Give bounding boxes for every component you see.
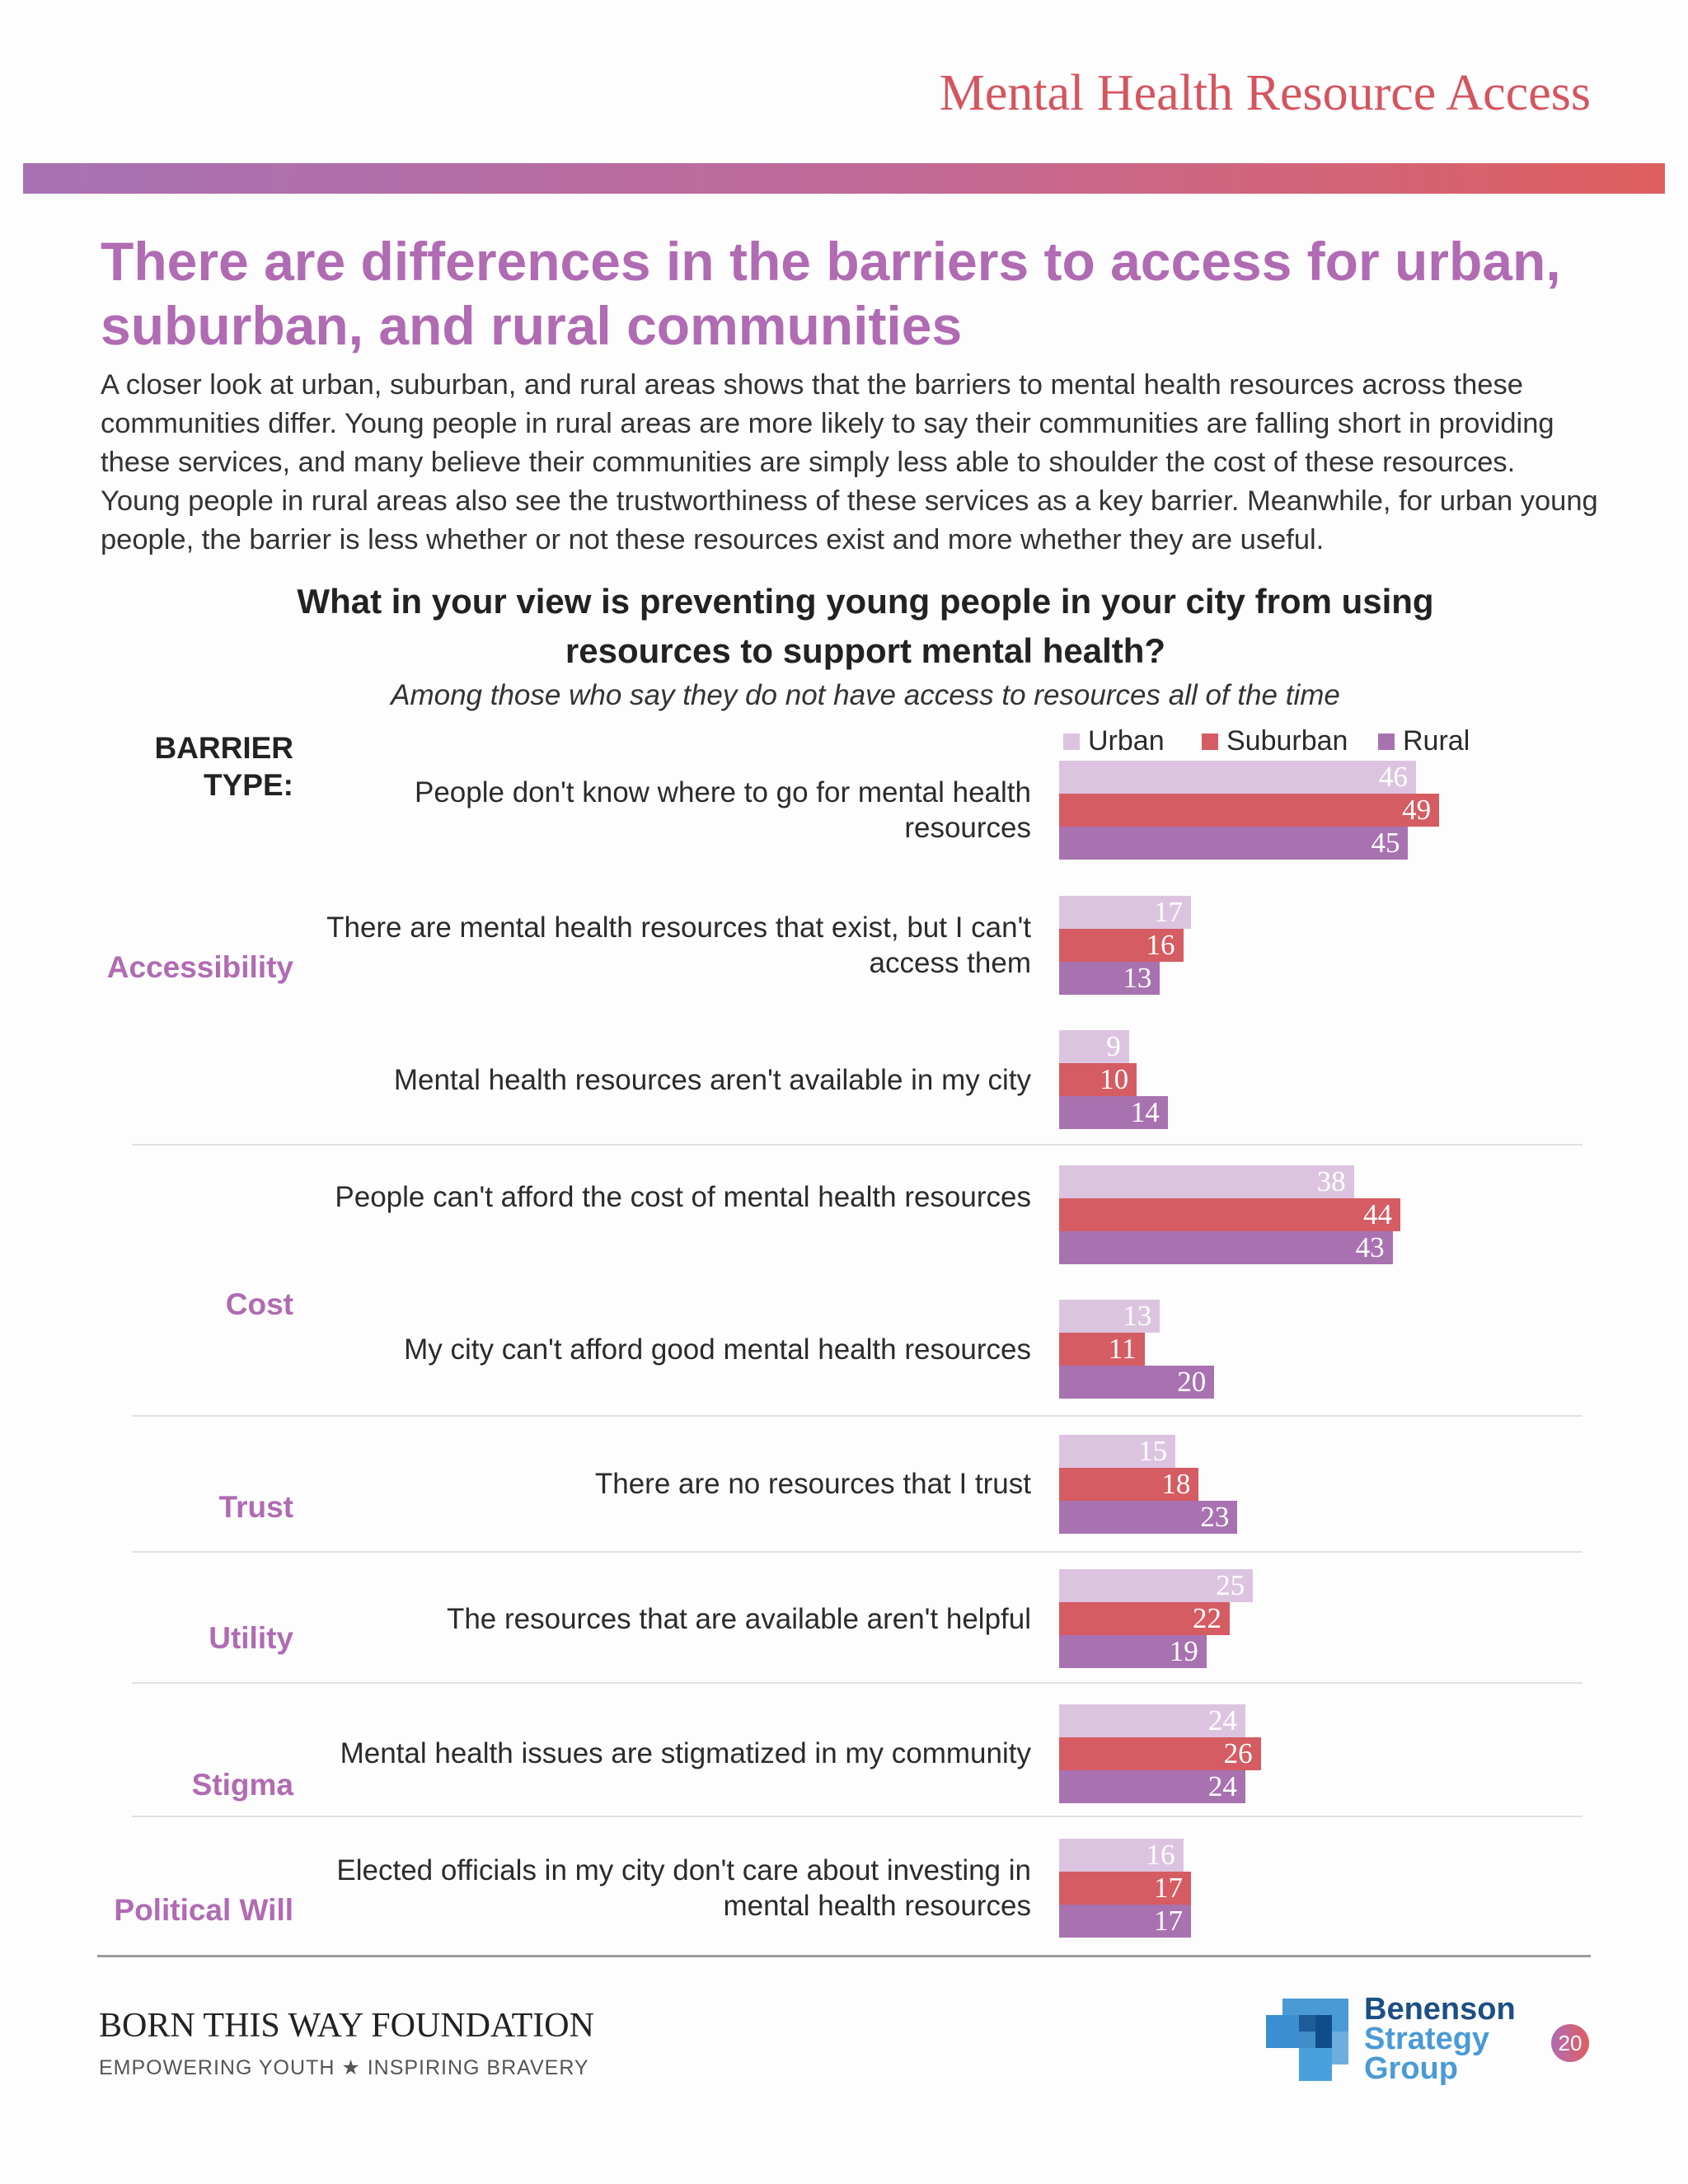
legend-swatch: [1063, 733, 1080, 750]
bar-rural: 19: [1059, 1635, 1207, 1668]
bar-urban: 9: [1059, 1030, 1129, 1063]
category-label: There are mental health resources that e…: [326, 911, 1031, 979]
group-divider: [132, 1682, 1582, 1684]
legend-item: Suburban: [1202, 725, 1348, 757]
bar-suburban: 44: [1059, 1197, 1401, 1231]
bar-urban: 24: [1059, 1704, 1245, 1737]
bar-rural: 23: [1059, 1500, 1238, 1534]
bar-rural: 24: [1059, 1769, 1245, 1803]
category-label: Mental health resources aren't available…: [393, 1063, 1031, 1096]
group-divider: [132, 1551, 1582, 1553]
legend-swatch: [1378, 733, 1395, 750]
bar-suburban: 11: [1059, 1333, 1145, 1366]
legend-label: Rural: [1403, 725, 1470, 757]
bar-urban: 17: [1059, 895, 1191, 929]
legend-item: Rural: [1378, 725, 1470, 757]
bar-urban: 25: [1059, 1569, 1254, 1602]
barrier-type-header: BARRIER TYPE:: [154, 731, 293, 802]
group-label-political-will: Political Will: [114, 1893, 293, 1927]
bar-suburban: 10: [1059, 1063, 1137, 1096]
legend-label: Urban: [1088, 725, 1165, 757]
category-label: There are no resources that I trust: [594, 1468, 1031, 1500]
bsg-logo-icon: [1266, 1999, 1348, 2081]
category-label: People don't know where to go for mental…: [415, 776, 1031, 844]
category-label: People can't afford the cost of mental h…: [335, 1180, 1031, 1213]
legend-swatch: [1202, 733, 1218, 750]
bar-rural: 14: [1059, 1096, 1168, 1129]
group-label-utility: Utility: [209, 1621, 293, 1655]
bar-suburban: 26: [1059, 1736, 1261, 1770]
group-divider: [132, 1415, 1582, 1417]
group-label-trust: Trust: [218, 1490, 293, 1524]
bar-suburban: 49: [1059, 794, 1440, 827]
category-label: The resources that are available aren't …: [446, 1602, 1031, 1635]
gradient-banner: [23, 163, 1665, 194]
legend-item: Urban: [1063, 725, 1165, 757]
bar-urban: 38: [1059, 1165, 1354, 1198]
bar-suburban: 16: [1059, 928, 1184, 962]
page-headline: There are differences in the barriers to…: [101, 231, 1561, 356]
group-label-cost: Cost: [225, 1287, 293, 1321]
intro-paragraph: A closer look at urban, suburban, and ru…: [101, 369, 1598, 555]
category-label: Mental health issues are stigmatized in …: [340, 1737, 1031, 1769]
bsg-logo-text: Benenson Strategy Group: [1364, 1992, 1516, 2086]
bar-rural: 13: [1059, 961, 1160, 995]
group-divider: [132, 1816, 1582, 1817]
footer-tagline: EMPOWERING YOUTH ★ INSPIRING BRAVERY: [99, 2056, 589, 2079]
bar-rural: 17: [1059, 1905, 1191, 1938]
bar-rural: 43: [1059, 1230, 1393, 1264]
bar-urban: 16: [1059, 1839, 1184, 1872]
bar-suburban: 22: [1059, 1602, 1231, 1635]
group-divider: [132, 1144, 1582, 1146]
legend-label: Suburban: [1226, 725, 1348, 757]
category-label: My city can't afford good mental health …: [404, 1333, 1031, 1366]
bar-rural: 20: [1059, 1366, 1215, 1399]
bar-suburban: 17: [1059, 1872, 1191, 1905]
footer-org-name: BORN THIS WAY FOUNDATION: [99, 2007, 594, 2045]
bar-suburban: 18: [1059, 1467, 1199, 1501]
header-title: Mental Health Resource Access: [939, 65, 1591, 121]
bar-urban: 46: [1059, 761, 1416, 794]
page-number-badge: 20: [1551, 2024, 1589, 2062]
bar-urban: 15: [1059, 1434, 1176, 1468]
bar-rural: 45: [1059, 827, 1409, 860]
group-label-stigma: Stigma: [191, 1768, 293, 1802]
chart-title: What in your view is preventing young pe…: [297, 582, 1434, 670]
category-label: Elected officials in my city don't care …: [336, 1854, 1031, 1922]
footer-divider: [97, 1955, 1591, 1957]
bar-urban: 13: [1059, 1300, 1160, 1333]
chart-subtitle: Among those who say they do not have acc…: [391, 679, 1340, 711]
group-label-accessibility: Accessibility: [106, 950, 293, 984]
